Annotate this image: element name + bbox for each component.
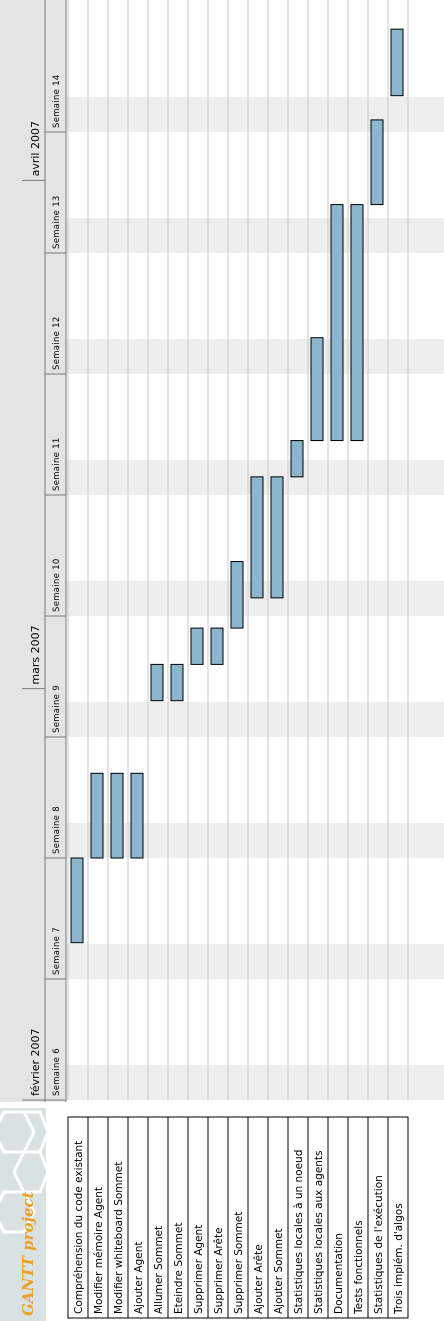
task-bar[interactable] <box>150 663 164 702</box>
task-bar[interactable] <box>90 772 104 859</box>
ganttproject-logo: GANTT project <box>0 1108 50 1321</box>
task-label: Documentation <box>333 1233 345 1314</box>
task-label: Statistiques de l'exécution <box>373 1175 385 1314</box>
week-label: Semaine 12 <box>52 316 62 370</box>
task-bar[interactable] <box>270 476 284 599</box>
task-bar[interactable] <box>70 857 84 944</box>
task-label-column: Compréhension du code existant Modifier m… <box>67 1116 409 1319</box>
task-label: Compréhension du code existant <box>73 1141 85 1314</box>
task-label: Trois implém. d'algos <box>393 1203 405 1315</box>
task-label: Allumer Sommet <box>153 1226 165 1314</box>
task-label-frame <box>67 1116 409 1319</box>
week-label: Semaine 13 <box>52 195 62 249</box>
task-label: Ajouter Arête <box>253 1244 265 1314</box>
task-label: Ajouter Sommet <box>273 1228 285 1314</box>
task-label: Modifier whiteboard Sommet <box>113 1162 125 1314</box>
week-label: Semaine 11 <box>52 437 62 491</box>
task-bar[interactable] <box>210 627 224 665</box>
task-bar[interactable] <box>390 28 404 97</box>
month-label: mars 2007 <box>29 625 42 684</box>
weekend-band <box>66 97 444 132</box>
weekend-band <box>66 823 444 858</box>
task-label: Supprimer Sommet <box>233 1212 245 1314</box>
weekend-band <box>66 702 444 737</box>
task-bar[interactable] <box>190 627 204 665</box>
task-bar[interactable] <box>310 337 324 442</box>
task-bar[interactable] <box>250 476 264 599</box>
weekend-band <box>66 339 444 374</box>
task-bar[interactable] <box>110 772 124 859</box>
task-label: Supprimer Agent <box>193 1225 205 1314</box>
task-bar[interactable] <box>130 772 144 859</box>
task-bar[interactable] <box>230 561 244 629</box>
chart-background <box>66 97 444 1100</box>
week-label: Semaine 8 <box>52 806 62 854</box>
task-bars <box>70 28 404 944</box>
task-label: Eteindre Sommet <box>173 1223 185 1314</box>
weekend-band <box>66 944 444 979</box>
weekend-band <box>66 218 444 253</box>
week-label: Semaine 9 <box>52 685 62 733</box>
logo-text: GANTT project <box>19 1191 37 1316</box>
task-label: Ajouter Agent <box>133 1242 145 1315</box>
task-label: Statistiques locales aux agents <box>313 1150 325 1314</box>
weekend-band <box>66 1065 444 1100</box>
task-label: Modifier mémoire Agent <box>93 1187 105 1314</box>
task-bar[interactable] <box>330 204 344 442</box>
week-label: Semaine 10 <box>52 558 62 612</box>
week-label: Semaine 14 <box>52 74 62 128</box>
month-label: février 2007 <box>29 1028 42 1096</box>
month-label: avril 2007 <box>29 121 42 176</box>
timeline-header: Semaine 6 Semaine 7 Semaine 8 Semaine 9 Sema… <box>0 0 67 1102</box>
week-label: Semaine 7 <box>52 927 62 975</box>
week-label: Semaine 6 <box>52 1048 62 1096</box>
task-label: Statistiques locales à un noeud <box>293 1150 305 1314</box>
chart-grid <box>67 0 409 1100</box>
task-label: Tests fonctionnels <box>353 1220 365 1315</box>
header-background <box>0 0 66 1102</box>
task-label: Supprimer Arête <box>213 1227 225 1314</box>
task-bar[interactable] <box>370 119 384 206</box>
task-bar[interactable] <box>350 204 364 442</box>
task-bar[interactable] <box>290 440 304 478</box>
task-bar[interactable] <box>170 663 184 702</box>
